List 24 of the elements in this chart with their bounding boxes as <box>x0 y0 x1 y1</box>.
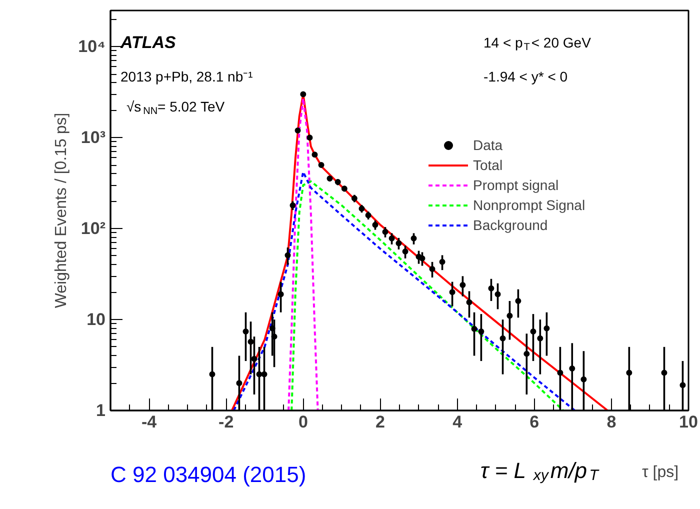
annotation: 2013 p+Pb, 28.1 nb⁻¹ <box>120 68 254 84</box>
legend-label: Nonprompt Signal <box>473 197 586 213</box>
annotation: ATLAS <box>120 33 177 52</box>
legend-label: Background <box>473 217 548 233</box>
x-axis-title: τ [ps] <box>642 464 679 481</box>
y-tick-label: 1 <box>96 401 106 420</box>
y-axis-title: Weighted Events / [0.15 ps] <box>53 112 70 308</box>
x-tick-label: 0 <box>298 412 308 432</box>
legend-label: Prompt signal <box>473 177 559 193</box>
x-tick-label: -2 <box>218 412 234 432</box>
x-tick-label: 2 <box>376 412 385 432</box>
y-tick-label: 10² <box>80 219 106 238</box>
x-tick-label: 8 <box>606 412 616 432</box>
y-tick-label: 10 <box>86 310 106 330</box>
x-tick-label: -4 <box>141 412 158 432</box>
y-tick-label: 10⁴ <box>78 37 106 56</box>
legend-label: Total <box>473 157 503 173</box>
x-tick-label: 4 <box>452 412 463 432</box>
x-tick-label: 10 <box>679 412 698 432</box>
x-tick-label: 6 <box>530 412 540 432</box>
annotation: -1.94 < y* < 0 <box>484 68 568 84</box>
legend-label: Data <box>473 137 503 153</box>
text: C 92 034904 (2015) <box>110 462 306 487</box>
y-tick-label: 10³ <box>80 128 106 148</box>
